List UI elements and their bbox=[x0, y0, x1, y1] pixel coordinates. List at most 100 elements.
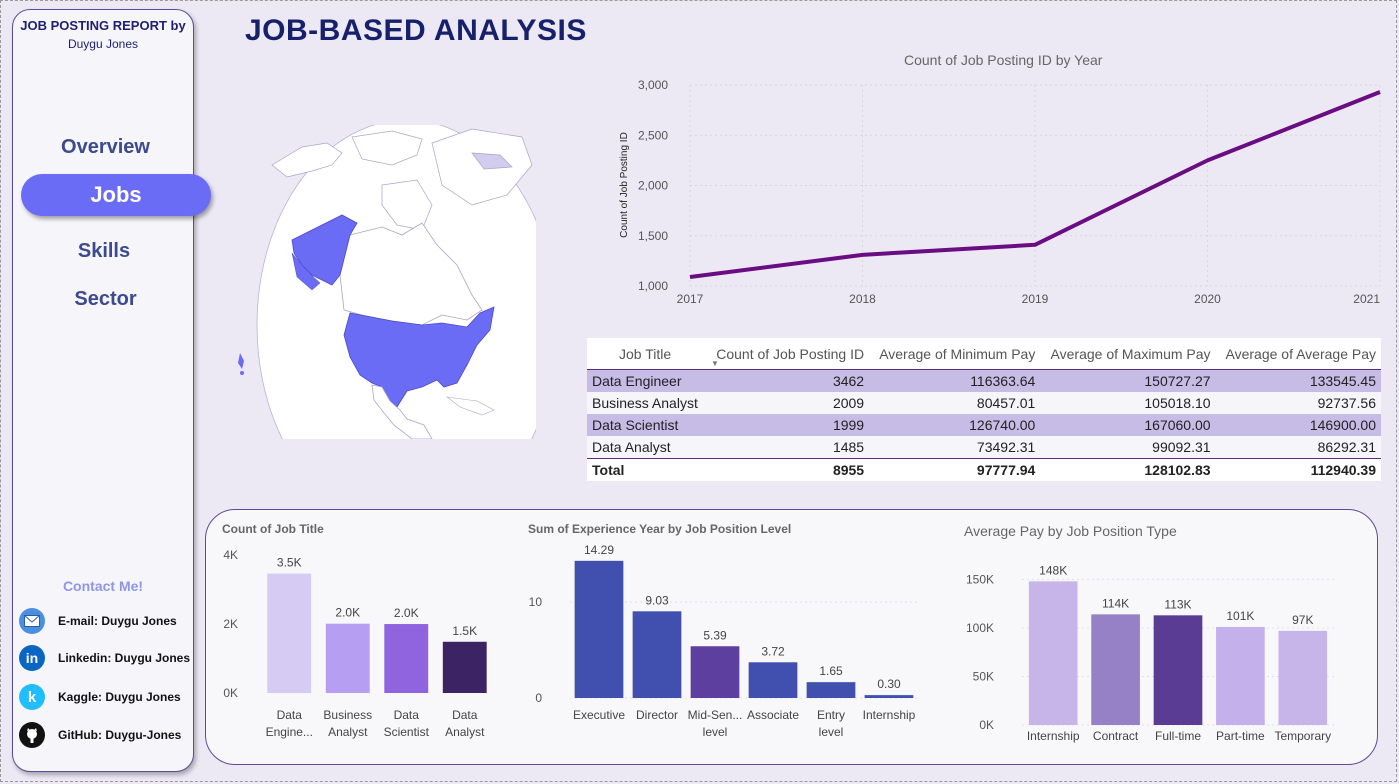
bar bbox=[1216, 626, 1265, 725]
cell: 3462 bbox=[706, 369, 870, 392]
category-label: level bbox=[819, 725, 844, 739]
table-row[interactable]: Data Engineer 3462 116363.64 150727.27 1… bbox=[587, 369, 1381, 392]
table-row[interactable]: Business Analyst 2009 80457.01 105018.10… bbox=[587, 392, 1381, 414]
y-tick-label: 1,000 bbox=[638, 279, 668, 293]
contact-email[interactable]: E-mail: Duygu Jones bbox=[19, 607, 177, 635]
alaska[interactable] bbox=[291, 214, 358, 286]
category-label: Internship bbox=[863, 708, 916, 722]
bar bbox=[1153, 615, 1203, 725]
data-label: 2.0K bbox=[335, 606, 360, 620]
cell: Data Analyst bbox=[587, 436, 707, 459]
data-label: 148K bbox=[1039, 563, 1067, 577]
cell: 1999 bbox=[706, 414, 870, 436]
contact-github[interactable]: GitHub: Duygu-Jones bbox=[19, 721, 181, 749]
data-label: 1.5K bbox=[452, 624, 477, 638]
canada bbox=[339, 222, 483, 326]
email-icon bbox=[19, 608, 45, 634]
header-count[interactable]: Count of Job Posting ID ▼ bbox=[706, 338, 870, 370]
nav-overview[interactable]: Overview bbox=[61, 136, 150, 158]
mexico bbox=[371, 384, 433, 439]
report-author: Duygu Jones bbox=[67, 37, 139, 51]
category-label: Data bbox=[394, 708, 420, 722]
header-max-pay[interactable]: Average of Maximum Pay bbox=[1040, 338, 1216, 370]
table-row[interactable]: Data Analyst 1485 73492.31 99092.31 8629… bbox=[587, 436, 1381, 459]
cell: 133545.45 bbox=[1215, 369, 1381, 392]
cell: Business Analyst bbox=[587, 392, 707, 414]
data-label: 14.29 bbox=[584, 543, 614, 557]
x-tick-label: 2017 bbox=[677, 292, 704, 306]
pay-by-type-chart[interactable]: 0K 50K 100K 150K 148K Internship 114K Contract 1… bbox=[960, 540, 1360, 750]
x-tick-label: 2021 bbox=[1353, 292, 1380, 306]
contact-kaggle[interactable]: k Kaggle: Duygu Jones bbox=[19, 683, 181, 711]
data-label: 5.39 bbox=[703, 628, 727, 642]
category-label: Part-time bbox=[1216, 729, 1265, 743]
bar bbox=[384, 624, 429, 693]
cell: 105018.10 bbox=[1040, 392, 1216, 414]
greenland bbox=[431, 128, 533, 206]
category-label: Data bbox=[452, 708, 478, 722]
category-label: Analyst bbox=[445, 725, 485, 739]
category-label: Engine... bbox=[266, 725, 313, 739]
cell: Data Engineer bbox=[587, 369, 707, 392]
north-america-map[interactable] bbox=[232, 125, 536, 439]
cell: 150727.27 bbox=[1040, 369, 1216, 392]
bar bbox=[690, 646, 740, 698]
job-title-table: Job Title Count of Job Posting ID ▼ Avera… bbox=[587, 338, 1381, 481]
bar bbox=[1028, 581, 1078, 725]
count-of-job-title-chart[interactable]: 0K 2K 4K 3.5K Data Engine... 2.0K Business Analy… bbox=[214, 540, 504, 750]
nav-sector[interactable]: Sector bbox=[74, 288, 137, 310]
cell: 116363.64 bbox=[869, 369, 1041, 392]
cell: Data Scientist bbox=[587, 414, 707, 436]
header-avg-pay[interactable]: Average of Average Pay bbox=[1215, 338, 1381, 370]
cell: 146900.00 bbox=[1215, 414, 1381, 436]
cell: 73492.31 bbox=[869, 436, 1041, 459]
header-min-pay[interactable]: Average of Minimum Pay bbox=[869, 338, 1041, 370]
experience-by-level-chart[interactable]: 0 10 14.29 Executive 9.03 Director 5.39 Mid-Sen… bbox=[524, 540, 924, 750]
line-chart[interactable]: 1,000 1,500 2,000 2,500 3,000 2017 2018 2019 202… bbox=[612, 72, 1392, 312]
cell: 92737.56 bbox=[1215, 392, 1381, 414]
table-row[interactable]: Data Scientist 1999 126740.00 167060.00 … bbox=[587, 414, 1381, 436]
header-count-label: Count of Job Posting ID bbox=[716, 345, 865, 362]
contact-kaggle-label: Kaggle: Duygu Jones bbox=[58, 690, 181, 704]
header-job-title[interactable]: Job Title bbox=[587, 338, 707, 370]
bar bbox=[1278, 630, 1328, 725]
y-tick-label: 3,000 bbox=[638, 78, 668, 92]
category-label: Associate bbox=[747, 708, 799, 722]
y-tick-label: 0 bbox=[535, 691, 542, 705]
cell: 112940.39 bbox=[1215, 458, 1381, 481]
x-tick-label: 2019 bbox=[1022, 292, 1049, 306]
y-tick-label: 0K bbox=[223, 686, 238, 700]
sidebar: JOB POSTING REPORT by Duygu Jones Overvi… bbox=[12, 9, 211, 772]
cell: Total bbox=[587, 458, 707, 481]
data-label: 101K bbox=[1226, 609, 1254, 623]
category-label: Full-time bbox=[1155, 729, 1201, 743]
y-tick-label: 2,000 bbox=[638, 179, 668, 193]
page-title: JOB-BASED ANALYSIS bbox=[245, 14, 587, 47]
x-tick-label: 2020 bbox=[1194, 292, 1221, 306]
category-label: Mid-Sen... bbox=[688, 708, 743, 722]
nav-skills[interactable]: Skills bbox=[77, 240, 131, 262]
y-tick-label: 0K bbox=[979, 718, 994, 732]
data-label: 1.65 bbox=[819, 664, 843, 678]
contact-linkedin[interactable]: in Linkedin: Duygu Jones bbox=[19, 644, 190, 672]
bar bbox=[574, 560, 624, 698]
bar bbox=[1091, 614, 1140, 725]
contact-email-label: E-mail: Duygu Jones bbox=[58, 614, 177, 628]
data-label: 2.0K bbox=[394, 606, 419, 620]
contact-linkedin-label: Linkedin: Duygu Jones bbox=[58, 651, 191, 665]
y-tick-label: 1,500 bbox=[638, 229, 668, 243]
bar bbox=[864, 695, 914, 698]
data-label: 0.30 bbox=[877, 677, 901, 691]
nav-jobs[interactable]: Jobs bbox=[21, 174, 211, 216]
category-label: level bbox=[703, 725, 728, 739]
contact-github-label: GitHub: Duygu-Jones bbox=[58, 728, 182, 742]
y-tick-label: 150K bbox=[966, 572, 994, 586]
bar bbox=[806, 682, 856, 698]
united-states[interactable] bbox=[343, 306, 495, 408]
data-label: 3.5K bbox=[277, 556, 302, 570]
x-tick-label: 2018 bbox=[849, 292, 876, 306]
arctic-islands bbox=[271, 142, 343, 178]
category-label: Entry bbox=[817, 708, 845, 722]
y-tick-label: 4K bbox=[223, 548, 238, 562]
